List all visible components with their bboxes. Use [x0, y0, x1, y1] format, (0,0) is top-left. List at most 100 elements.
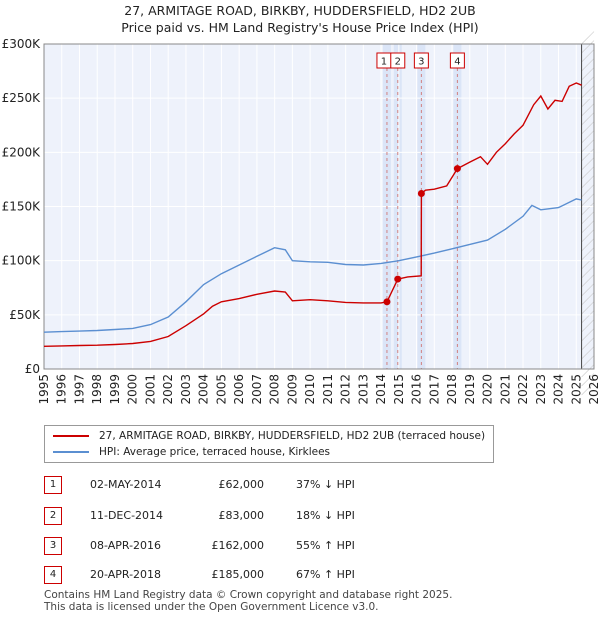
- x-tick-label: 2006: [232, 374, 246, 405]
- x-tick-label: 2002: [161, 374, 175, 405]
- sale-label-box: [390, 52, 406, 69]
- footer-copyright: Contains HM Land Registry data © Crown c…: [44, 589, 453, 601]
- x-tick-label: 2009: [285, 374, 299, 405]
- x-tick-label: 2012: [339, 374, 353, 405]
- x-tick-label: 2003: [179, 374, 193, 405]
- forecast-hatch: [581, 103, 595, 117]
- transaction-price: £83,000: [218, 509, 265, 522]
- transaction-date: 20-APR-2018: [90, 568, 162, 581]
- x-tick-label: 2017: [427, 374, 441, 405]
- forecast-hatch: [581, 175, 595, 189]
- x-tick-label: 2004: [197, 374, 211, 405]
- legend-label-price-paid: 27, ARMITAGE ROAD, BIRKBY, HUDDERSFIELD,…: [99, 430, 486, 442]
- forecast-hatch: [581, 265, 595, 279]
- hpi-line: [43, 198, 582, 333]
- forecast-hatch: [581, 328, 595, 342]
- forecast-hatch: [581, 355, 595, 369]
- transaction-row: 3 08-APR-2016 £162,000 55% ↑ HPI: [44, 535, 564, 555]
- forecast-hatch: [581, 193, 595, 207]
- x-tick-label: 1997: [72, 374, 86, 405]
- transaction-price: £62,000: [218, 478, 265, 491]
- x-tick-label: 2011: [321, 374, 335, 405]
- forecast-hatch: [581, 292, 595, 306]
- chart-subtitle: Price paid vs. HM Land Registry's House …: [121, 20, 479, 35]
- y-tick-label: £300K: [2, 37, 42, 51]
- footer-licence: This data is licensed under the Open Gov…: [44, 601, 379, 613]
- x-tick-label: 2013: [356, 374, 370, 405]
- sale-label: 3: [418, 57, 424, 68]
- forecast-hatch: [581, 310, 595, 324]
- sale-bands: [44, 31, 595, 396]
- grid-lines: [43, 43, 595, 370]
- x-tick-label: 2005: [214, 374, 228, 405]
- sale-point: [383, 298, 391, 306]
- y-tick-label: £200K: [2, 145, 42, 159]
- x-tick-label: 1999: [108, 374, 122, 405]
- forecast-hatch: [581, 211, 595, 225]
- transaction-number: 4: [44, 566, 62, 584]
- transaction-hpi: 55% ↑ HPI: [296, 539, 355, 552]
- sale-label: 1: [381, 57, 387, 68]
- forecast-hatch: [581, 94, 595, 108]
- transaction-number: 1: [44, 476, 62, 494]
- x-tick-label: 2018: [445, 374, 459, 405]
- sale-label-box: [413, 52, 429, 69]
- forecast-hatch: [581, 364, 595, 378]
- forecast-hatch: [581, 67, 595, 81]
- transaction-date: 02-MAY-2014: [90, 478, 162, 491]
- x-tick-label: 2014: [374, 374, 388, 405]
- forecast-hatch: [581, 337, 595, 351]
- x-tick-label: 2016: [410, 374, 424, 405]
- legend-item-hpi: HPI: Average price, terraced house, Kirk…: [53, 444, 330, 460]
- forecast-hatch: [581, 157, 595, 171]
- forecast-hatch: [581, 238, 595, 252]
- transaction-hpi: 37% ↓ HPI: [296, 478, 355, 491]
- x-tick-label: 2026: [587, 374, 600, 405]
- transaction-row: 4 20-APR-2018 £185,000 67% ↑ HPI: [44, 564, 564, 584]
- x-tick-label: 1996: [55, 374, 69, 405]
- forecast-hatch: [581, 85, 595, 99]
- transaction-price: £162,000: [211, 539, 265, 552]
- forecast-hatch: [581, 202, 595, 216]
- legend-swatch-hpi: [53, 451, 89, 453]
- x-tick-label: 2019: [463, 374, 477, 405]
- x-tick-label: 2023: [534, 374, 548, 405]
- x-tick-label: 2025: [569, 374, 583, 405]
- forecast-hatch: [581, 49, 595, 63]
- x-tick-label: 2010: [303, 374, 317, 405]
- forecast-hatch: [581, 184, 595, 198]
- price-paid-line: [43, 82, 582, 347]
- forecast-hatch: [581, 139, 595, 153]
- transaction-date: 11-DEC-2014: [90, 509, 164, 522]
- series-lines: [43, 82, 582, 347]
- x-tick-label: 1998: [90, 374, 104, 405]
- transaction-number: 3: [44, 537, 62, 555]
- y-tick-label: £0: [25, 362, 40, 376]
- forecast-hatch: [581, 166, 595, 180]
- forecast-hatch: [581, 274, 595, 288]
- y-tick-label: £100K: [2, 254, 42, 268]
- legend: 27, ARMITAGE ROAD, BIRKBY, HUDDERSFIELD,…: [44, 425, 494, 463]
- forecast-hatch: [581, 220, 595, 234]
- footer: Contains HM Land Registry data © Crown c…: [44, 589, 452, 613]
- transaction-hpi: 67% ↑ HPI: [296, 568, 355, 581]
- forecast-hatch: [581, 130, 595, 144]
- forecast-hatch: [581, 121, 595, 135]
- y-tick-label: £150K: [2, 200, 42, 214]
- forecast-hatch: [581, 112, 595, 126]
- y-tick-label: £250K: [2, 91, 42, 105]
- chart-title: 27, ARMITAGE ROAD, BIRKBY, HUDDERSFIELD,…: [124, 3, 476, 18]
- forecast-hatch: [581, 301, 595, 315]
- x-tick-label: 2021: [498, 374, 512, 405]
- forecast-hatch: [581, 58, 595, 72]
- forecast-hatch: [581, 31, 595, 45]
- forecast-hatch: [581, 148, 595, 162]
- forecast-hatch: [581, 247, 595, 261]
- transaction-price: £185,000: [211, 568, 265, 581]
- forecast-hatch: [581, 319, 595, 333]
- legend-item-price-paid: 27, ARMITAGE ROAD, BIRKBY, HUDDERSFIELD,…: [53, 428, 485, 444]
- x-tick-label: 1995: [37, 374, 51, 405]
